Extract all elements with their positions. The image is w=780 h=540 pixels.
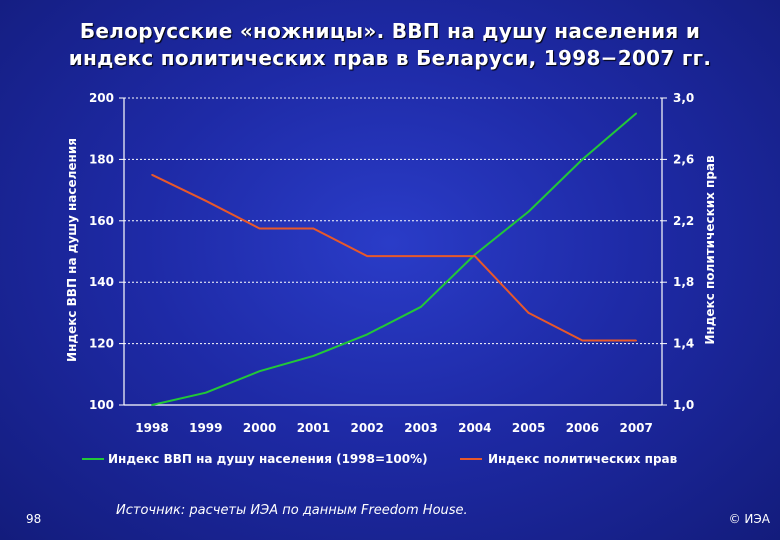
series-line-1 [151,112,637,406]
series-1-point [151,404,153,406]
series-2-point [474,255,476,257]
series-1-point [420,305,422,308]
y2-axis-label: Индекс политических прав [703,155,717,345]
y-tick-label: 160 [89,214,114,228]
series-1-point [635,112,637,115]
series-1-point [474,253,476,256]
y-tick-label: 120 [89,337,114,351]
series-2-point [205,200,207,202]
y2-tick-label: 1,0 [673,398,694,412]
x-tick-label: 2007 [619,421,652,435]
tick-labels: 100 1,0 120 1,4 140 1,8 160 2,2 180 2,6 200 3,0 1998… [89,91,694,435]
x-tick-label: 2006 [566,421,599,435]
x-tick-label: 2005 [512,421,545,435]
title-line-1: Белорусские «ножницы». ВВП на душу насел… [79,19,701,43]
series [151,112,637,406]
y2-tick-label: 1,4 [673,337,694,351]
axes [123,98,663,406]
x-tick-label: 2000 [243,421,276,435]
y-axis-label: Индекс ВВП на душу населения [65,138,79,362]
series-2-point [151,173,153,176]
series-2-point [312,227,315,230]
series-1-point [205,391,207,394]
series-1-point [527,210,530,213]
series-2-point [581,339,584,342]
y2-tick-label: 3,0 [673,91,694,105]
series-1-point [312,355,315,357]
series-2-point [420,255,422,257]
series-1-point [366,333,369,336]
source-note: Источник: расчеты ИЭА по данным Freedom … [116,503,468,518]
x-tick-label: 1999 [189,421,222,435]
y-tick-label: 140 [89,275,114,289]
y-tick-label: 100 [89,398,114,412]
series-2-point [366,255,369,257]
y2-tick-label: 2,6 [673,152,694,166]
y2-tick-label: 2,2 [673,214,694,228]
grid [124,97,662,345]
page-number: 98 [26,512,42,526]
series-1-point [581,158,584,161]
series-line-2 [151,173,637,342]
series-1-point [258,370,261,373]
series-2-point [527,312,530,314]
series-2-point [258,227,261,230]
y-tick-label: 200 [89,91,114,105]
x-tick-label: 2003 [404,421,437,435]
legend-label: Индекс ВВП на душу населения (1998=100%) [108,452,428,466]
legend-label: Индекс политических прав [488,452,678,466]
x-tick-label: 1998 [135,421,168,435]
y-tick-label: 180 [89,152,114,166]
legend: Индекс ВВП на душу населения (1998=100%)… [82,452,678,466]
y2-tick-label: 1,8 [673,275,694,289]
series-2-point [635,339,637,342]
x-tick-label: 2001 [297,421,330,435]
x-tick-label: 2004 [458,421,491,435]
chart-title: Белорусские «ножницы». ВВП на душу насел… [20,18,760,72]
x-tick-label: 2002 [350,421,383,435]
title-line-2: индекс политических прав в Беларуси, 199… [68,46,712,70]
copyright: © ИЭА [728,512,770,526]
